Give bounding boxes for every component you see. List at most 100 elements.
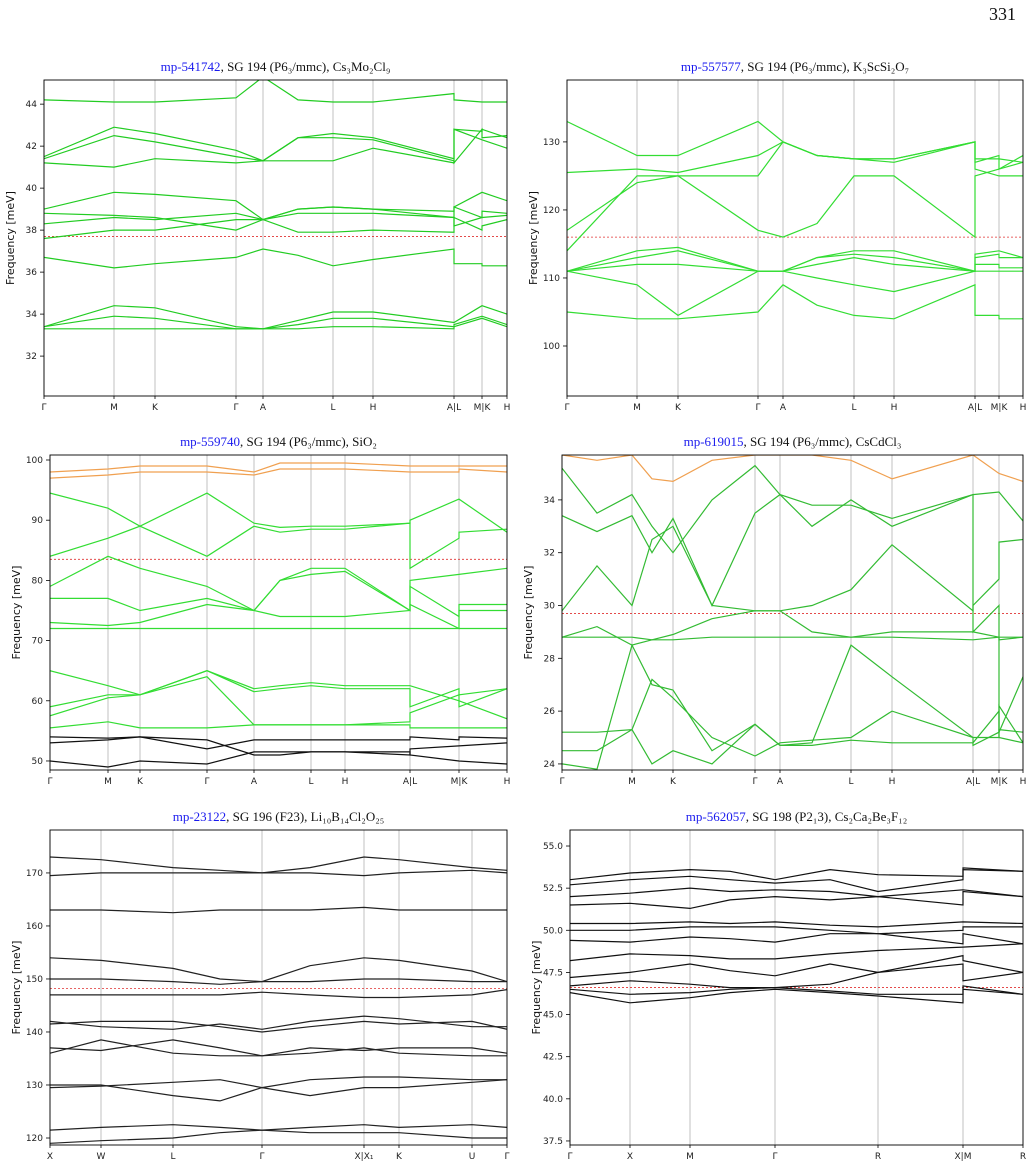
y-tick-label: 36 bbox=[26, 268, 38, 278]
band-line bbox=[50, 468, 507, 479]
y-tick-label: 50 bbox=[32, 757, 44, 767]
y-tick-label: 100 bbox=[543, 342, 560, 352]
band-line bbox=[50, 676, 507, 726]
band-line bbox=[50, 555, 507, 612]
plot-area bbox=[50, 856, 507, 1144]
x-tick-label: W bbox=[97, 1152, 106, 1162]
chart-title: mp-557577, SG 194 (P6₃/mmc), K₃ScSi₂O₇ bbox=[681, 59, 909, 74]
band-line bbox=[50, 1015, 507, 1030]
x-tick-label: M|K bbox=[474, 403, 492, 413]
x-tick-label: M bbox=[633, 403, 641, 413]
band-line bbox=[50, 856, 507, 874]
x-tick-label: Γ bbox=[755, 403, 760, 413]
x-tick-label: M bbox=[686, 1152, 694, 1162]
plot-frame bbox=[43, 79, 508, 397]
x-tick-label: M|K bbox=[991, 777, 1009, 787]
x-tick-label: M bbox=[104, 777, 112, 787]
band-line bbox=[50, 989, 507, 999]
x-tick-label: A bbox=[777, 777, 784, 787]
band-line bbox=[50, 462, 507, 473]
y-axis-label: Frequency [meV] bbox=[10, 941, 23, 1035]
x-tick-label: A bbox=[260, 403, 267, 413]
x-tick-label: M bbox=[110, 403, 118, 413]
y-axis-label: Frequency [meV] bbox=[10, 566, 23, 660]
y-tick-label: 130 bbox=[26, 1081, 43, 1091]
band-line bbox=[562, 723, 1023, 765]
x-tick-label: H bbox=[370, 403, 377, 413]
plot-frame bbox=[561, 454, 1024, 771]
title-text: , SG 194 (P6₃/mmc), CsCdCl₃ bbox=[744, 434, 902, 449]
y-tick-label: 120 bbox=[543, 206, 560, 216]
x-tick-label: A|L bbox=[447, 403, 461, 413]
y-tick-label: 30 bbox=[544, 602, 556, 612]
band-line bbox=[570, 867, 1023, 881]
y-tick-label: 28 bbox=[544, 654, 556, 664]
band-line bbox=[44, 248, 507, 269]
band-line bbox=[570, 921, 1023, 928]
band-line bbox=[50, 978, 507, 985]
plot-frame bbox=[566, 79, 1024, 397]
y-tick-label: 38 bbox=[26, 226, 38, 236]
band-line bbox=[562, 636, 1023, 641]
chart-title: mp-562057, SG 198 (P2₁3), Cs₂Ca₂Be₃F₁₂ bbox=[686, 809, 908, 824]
band-line bbox=[44, 128, 507, 168]
band-line bbox=[50, 1039, 507, 1057]
chart: Γ M K Γ A L H A|L M|K H 50 60 70 80 90 100 Frequency [me… bbox=[10, 434, 510, 787]
material-id: mp-619015 bbox=[684, 434, 744, 449]
chart: Γ M K Γ A L H A|L M|K H 100 110 120 130 Frequency [meV… bbox=[527, 59, 1026, 413]
chart: Γ X M Γ R X|M R 37.5 40.0 42.5 45.0 47.5 50.0 52.5 55.… bbox=[530, 809, 1026, 1162]
x-tick-label: R bbox=[1020, 1152, 1026, 1162]
x-tick-label: L bbox=[848, 777, 853, 787]
y-tick-label: 90 bbox=[32, 516, 44, 526]
band-line bbox=[570, 887, 1023, 898]
band-line bbox=[50, 492, 507, 533]
band-line bbox=[50, 869, 507, 877]
band-line bbox=[50, 751, 507, 768]
material-id: mp-557577 bbox=[681, 59, 741, 74]
y-tick-label: 160 bbox=[26, 922, 43, 932]
plot-area bbox=[562, 455, 1023, 770]
y-tick-label: 120 bbox=[26, 1134, 43, 1144]
plot-frame bbox=[49, 454, 508, 771]
x-tick-label: K bbox=[670, 777, 677, 787]
band-line bbox=[50, 1124, 507, 1131]
band-line bbox=[50, 1079, 507, 1097]
band-line bbox=[50, 670, 507, 720]
x-tick-label: K bbox=[137, 777, 144, 787]
band-line bbox=[50, 567, 507, 618]
x-tick-label: Γ bbox=[752, 777, 757, 787]
band-line bbox=[570, 988, 1023, 1004]
y-tick-label: 140 bbox=[26, 1028, 43, 1038]
x-tick-label: X bbox=[627, 1152, 633, 1162]
band-line bbox=[567, 161, 1023, 252]
y-tick-label: 40 bbox=[26, 184, 38, 194]
y-tick-label: 34 bbox=[544, 496, 556, 506]
material-id: mp-559740 bbox=[180, 434, 240, 449]
title-text: , SG 196 (F23), Li₁₀B₁₄Cl₂O₂₅ bbox=[226, 809, 384, 824]
band-line bbox=[567, 270, 1023, 317]
band-line bbox=[562, 455, 1023, 483]
x-tick-label: K bbox=[675, 403, 682, 413]
band-line bbox=[570, 890, 1023, 910]
y-tick-label: 32 bbox=[26, 352, 37, 362]
band-line bbox=[50, 522, 507, 570]
band-line bbox=[44, 191, 507, 221]
x-tick-label: Γ bbox=[204, 777, 209, 787]
band-line bbox=[44, 317, 507, 330]
plot-frame bbox=[49, 829, 508, 1146]
band-line bbox=[562, 493, 1023, 733]
y-tick-label: 110 bbox=[543, 274, 560, 284]
y-tick-label: 55.0 bbox=[543, 842, 563, 852]
band-line bbox=[44, 80, 507, 103]
x-tick-label: M|K bbox=[991, 403, 1009, 413]
x-tick-label: A|L bbox=[968, 403, 982, 413]
y-axis-label: Frequency [meV] bbox=[530, 941, 543, 1035]
x-tick-label: Γ bbox=[772, 1152, 777, 1162]
band-line bbox=[567, 256, 1023, 272]
x-tick-label: Γ bbox=[233, 403, 238, 413]
band-line bbox=[567, 120, 1023, 177]
x-tick-label: L bbox=[170, 1152, 175, 1162]
y-axis-label: Frequency [meV] bbox=[527, 191, 540, 285]
